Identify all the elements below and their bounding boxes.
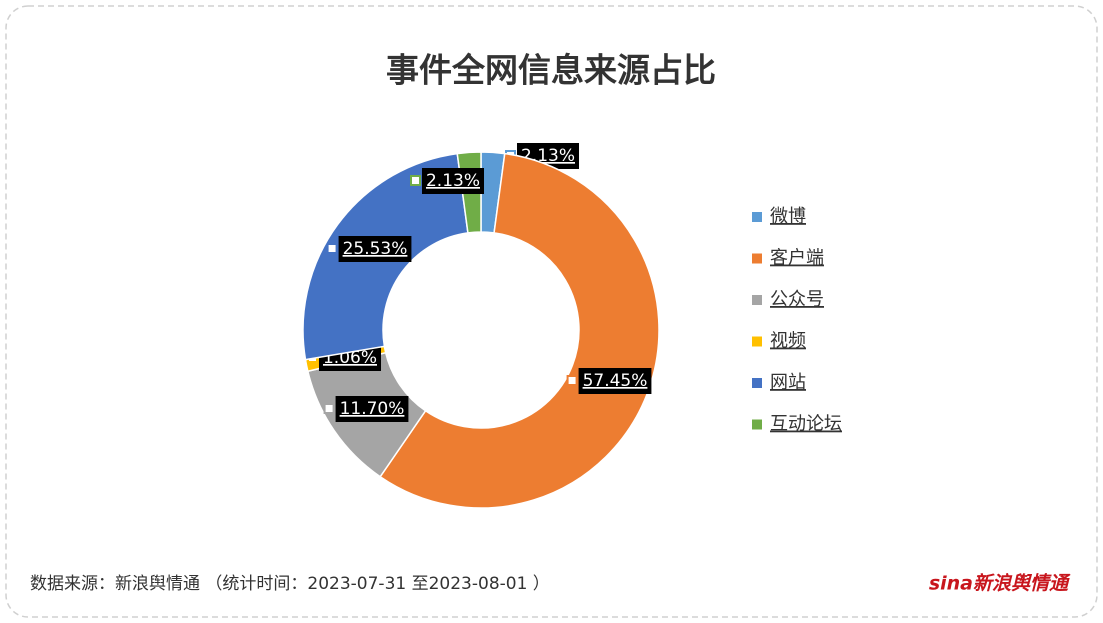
data-label-bg (335, 396, 409, 422)
logo: sina新浪舆情通 (929, 573, 1071, 595)
label-marker (326, 243, 338, 254)
legend-label: 网站 (770, 372, 806, 393)
label-marker (323, 403, 335, 414)
legend-label: 视频 (770, 331, 806, 352)
data-label: 57.45% (583, 371, 648, 391)
label-marker (409, 175, 421, 186)
donut-slice (379, 152, 660, 509)
legend-swatch (752, 378, 762, 388)
legend-label: 客户端 (770, 248, 824, 269)
legend-swatch (752, 295, 762, 305)
data-label: 25.53% (343, 239, 408, 259)
card (5, 5, 1098, 618)
chart-title: 事件全网信息来源占比 (386, 51, 716, 90)
source-note: 数据来源：新浪舆情通 （统计时间：2023-07-31 至2023-08-01 … (30, 574, 550, 594)
legend-swatch (752, 419, 762, 430)
legend-label: 互动论坛 (770, 414, 842, 435)
data-label: 2.13% (426, 171, 480, 191)
data-label-bg (421, 168, 485, 194)
legend-label: 公众号 (770, 289, 824, 310)
legend-label: 微博 (770, 206, 806, 227)
label-marker (566, 375, 578, 386)
data-label-bg (338, 236, 412, 262)
legend-swatch (752, 336, 762, 347)
legend-swatch (752, 212, 762, 222)
data-label-bg (578, 368, 652, 394)
data-label: 11.70% (340, 399, 405, 419)
legend-swatch (752, 253, 762, 264)
